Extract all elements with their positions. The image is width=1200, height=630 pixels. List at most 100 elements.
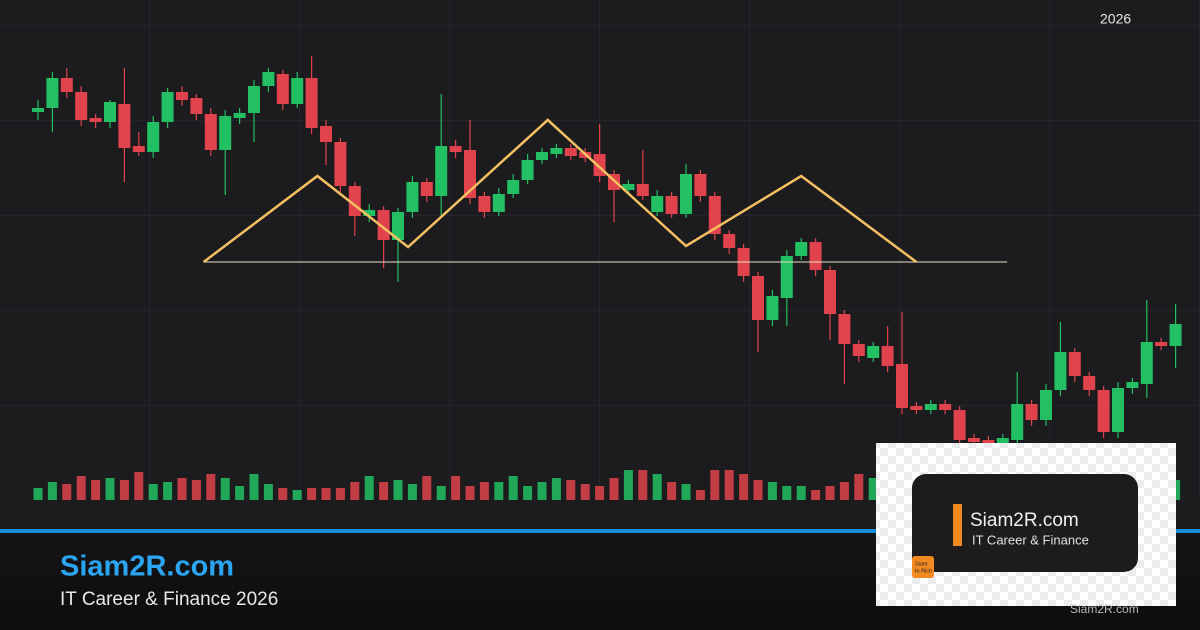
candle-body bbox=[708, 196, 721, 234]
volume-bar bbox=[465, 486, 475, 500]
candle-body bbox=[622, 184, 635, 190]
candle-body bbox=[824, 270, 836, 314]
volume-bar bbox=[695, 490, 705, 500]
volume-bar bbox=[724, 470, 734, 500]
candle-body bbox=[1112, 388, 1124, 432]
volume-bar bbox=[177, 478, 187, 500]
candle-body bbox=[1025, 404, 1038, 420]
candle-body bbox=[723, 234, 736, 248]
candle-body bbox=[780, 256, 793, 298]
candle-body bbox=[334, 142, 347, 186]
candle-body bbox=[363, 210, 376, 216]
volume-bar bbox=[436, 486, 446, 500]
volume-bar bbox=[839, 482, 849, 500]
candle-body bbox=[636, 184, 649, 196]
candle-body bbox=[204, 114, 217, 150]
logo-icon bbox=[912, 556, 934, 578]
volume-bar bbox=[379, 482, 389, 500]
volume-bar bbox=[623, 470, 633, 500]
candle-body bbox=[536, 152, 548, 160]
grid bbox=[0, 0, 1200, 500]
volume-bar bbox=[206, 474, 216, 500]
volume-bar bbox=[148, 484, 158, 500]
candle-body bbox=[838, 314, 851, 344]
volume-bar bbox=[292, 490, 302, 500]
volume-bar bbox=[364, 476, 374, 500]
candle-body bbox=[752, 276, 764, 320]
icon-text: to Rich bbox=[915, 568, 932, 574]
candle-body bbox=[1011, 404, 1024, 440]
candle-body bbox=[190, 98, 203, 114]
volume-bar bbox=[782, 486, 792, 500]
divider bbox=[0, 529, 1200, 533]
candle-body bbox=[248, 86, 260, 113]
volume-bar bbox=[494, 482, 504, 500]
candle-body bbox=[305, 78, 318, 128]
candle-body bbox=[320, 126, 332, 142]
volume-bar bbox=[393, 480, 403, 500]
volume-bar bbox=[119, 480, 129, 500]
candle-body bbox=[1083, 376, 1096, 390]
candle-body bbox=[924, 404, 937, 410]
candle-body bbox=[1068, 352, 1081, 376]
volume-bar bbox=[105, 478, 115, 500]
icon-text: Siam bbox=[915, 561, 928, 567]
volume-bar bbox=[710, 470, 720, 500]
volume-bar bbox=[47, 482, 57, 500]
candle-body bbox=[219, 116, 232, 150]
volume-bar bbox=[479, 482, 489, 500]
candle-body bbox=[1140, 342, 1153, 384]
candle-body bbox=[665, 196, 678, 214]
brand-subtitle: IT Career & Finance 2026 bbox=[60, 589, 278, 610]
candle-body bbox=[1155, 342, 1168, 346]
candle-body bbox=[420, 182, 433, 196]
candle-body bbox=[694, 174, 707, 196]
pattern-line bbox=[202, 118, 918, 264]
candle-body bbox=[32, 108, 44, 112]
candle-body bbox=[89, 118, 102, 122]
year-label: 2026 bbox=[1100, 11, 1131, 27]
candle-body bbox=[881, 346, 894, 366]
candle-body bbox=[939, 404, 952, 410]
volume-bar bbox=[191, 480, 201, 500]
volume-bar bbox=[321, 488, 331, 500]
candle-body bbox=[406, 182, 419, 212]
volume-bar bbox=[307, 488, 317, 500]
candle-body bbox=[233, 113, 246, 118]
volume-bar bbox=[91, 480, 101, 500]
volume-bar bbox=[523, 486, 533, 500]
candle-body bbox=[132, 146, 145, 152]
candle-body bbox=[996, 438, 1009, 444]
volume-bar bbox=[811, 490, 821, 500]
candle-body bbox=[435, 146, 448, 196]
volume-bar bbox=[422, 476, 432, 500]
volume-bar bbox=[796, 486, 806, 500]
candle-body bbox=[680, 174, 692, 214]
volume-bar bbox=[163, 482, 173, 500]
volume-bar bbox=[681, 484, 691, 500]
candle-body bbox=[161, 92, 174, 122]
candle-body bbox=[550, 148, 563, 154]
candle-body bbox=[46, 78, 59, 108]
candle-body bbox=[291, 78, 304, 104]
watermark: Siam2R.com bbox=[1070, 602, 1139, 616]
candle-body bbox=[1040, 390, 1052, 420]
logo-bar bbox=[953, 504, 962, 546]
candle-body bbox=[852, 344, 865, 356]
candle-body bbox=[464, 150, 476, 198]
logo-tagline: IT Career & Finance bbox=[972, 532, 1089, 547]
volume-bar bbox=[854, 474, 864, 500]
volume-bar bbox=[278, 488, 288, 500]
candle-body bbox=[795, 242, 808, 256]
logo-name: Siam2R.com bbox=[970, 510, 1079, 531]
volume-bar bbox=[451, 476, 461, 500]
candle-body bbox=[262, 72, 275, 86]
volume-bar bbox=[220, 478, 230, 500]
candle-body bbox=[953, 410, 966, 440]
candle-body bbox=[377, 210, 390, 240]
candle-body bbox=[449, 146, 462, 152]
volume-bar bbox=[62, 484, 72, 500]
volume-bar bbox=[551, 478, 561, 500]
